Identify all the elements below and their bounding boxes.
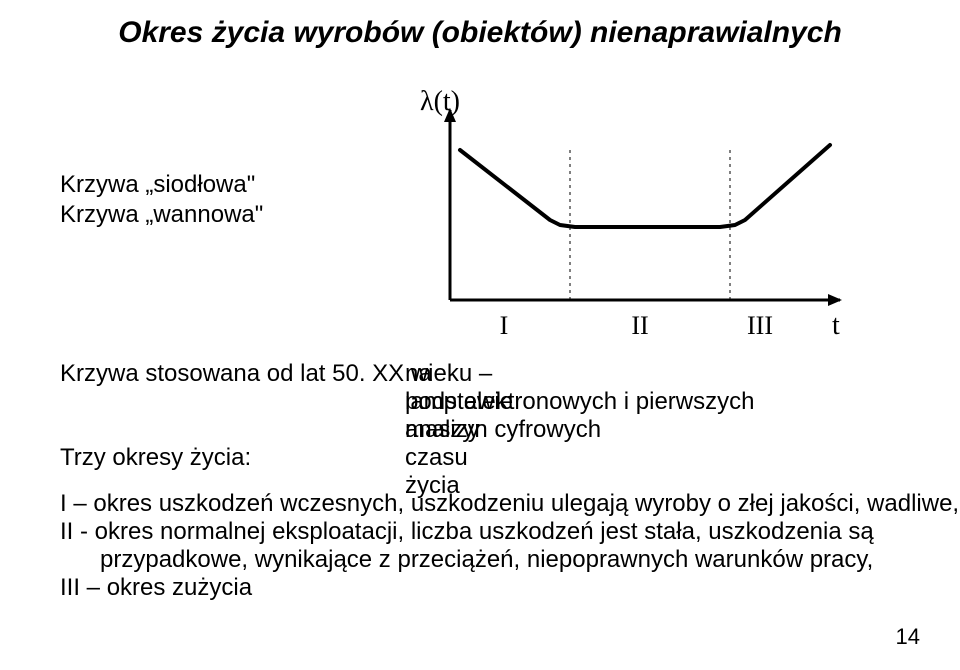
svg-text:I: I [500, 311, 509, 340]
svg-text:II: II [631, 311, 648, 340]
body-line-1: Krzywa stosowana od lat 50. XX wieku – n… [60, 360, 492, 388]
page-number: 14 [896, 624, 920, 650]
svg-text:λ(t): λ(t) [420, 90, 460, 117]
body-sub-1: lamp elektronowych i pierwszych [405, 388, 754, 416]
svg-text:t: t [832, 310, 840, 341]
list-item-ii: II - okres normalnej eksploatacji, liczb… [60, 518, 874, 546]
curve-name-block: Krzywa „siodłowa" Krzywa „wannowa" [60, 170, 263, 230]
page-title: Okres życia wyrobów (obiektów) nienapraw… [0, 16, 960, 50]
label-wannowa: Krzywa „wannowa" [60, 200, 263, 230]
body-sub-2: maszyn cyfrowych [405, 416, 601, 444]
svg-text:III: III [747, 311, 773, 340]
list-item-iii: III – okres zużycia [60, 574, 252, 602]
bathtub-chart: λ(t)tIIIIII [400, 90, 860, 350]
bathtub-chart-svg: λ(t)tIIIIII [400, 90, 860, 350]
trzy-okresy: Trzy okresy życia: [60, 444, 251, 472]
list-item-i: I – okres uszkodzeń wczesnych, uszkodzen… [60, 490, 959, 518]
label-siodlowa: Krzywa „siodłowa" [60, 170, 263, 200]
list-item-ii-2: przypadkowe, wynikające z przeciążeń, ni… [100, 546, 873, 574]
